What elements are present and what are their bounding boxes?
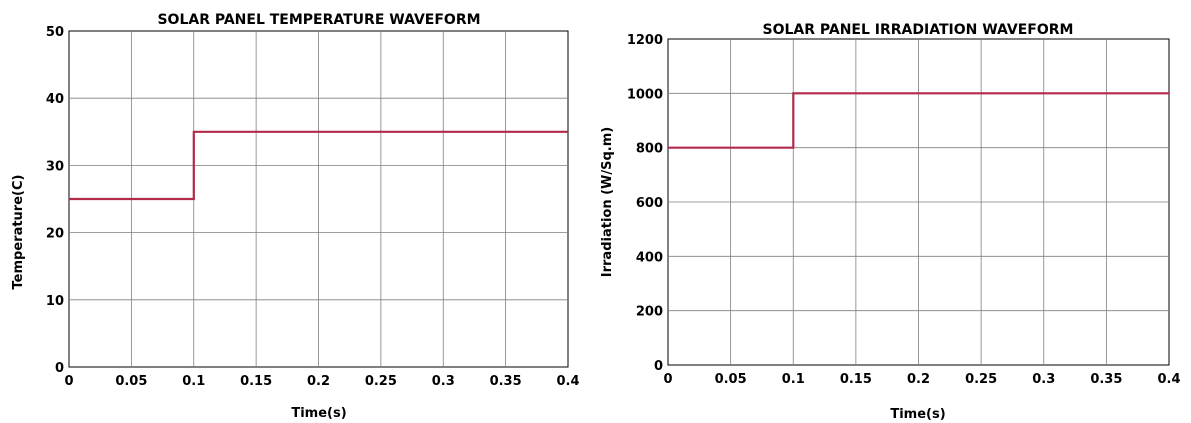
- temperature-x-tick-label: 0.05: [115, 374, 147, 389]
- irradiation-y-tick-label: 800: [636, 142, 663, 157]
- temperature-y-tick-label: 40: [46, 92, 64, 107]
- irradiation-x-tick-label: 0: [663, 372, 672, 387]
- irradiation-chart-title: SOLAR PANEL IRRADIATION WAVEFORM: [763, 22, 1074, 38]
- temperature-series-line: [69, 130, 568, 201]
- temperature-chart: SOLAR PANEL TEMPERATURE WAVEFORM Time(s)…: [11, 12, 580, 421]
- irradiation-x-tick-label: 0.1: [782, 372, 805, 387]
- temperature-x-tick-label: 0.3: [432, 374, 455, 389]
- temperature-y-tick-label: 50: [46, 25, 64, 40]
- irradiation-x-tick-label: 0.05: [715, 372, 747, 387]
- temperature-x-tick-label: 0: [64, 374, 73, 389]
- temperature-y-tick-label: 30: [46, 159, 64, 174]
- temperature-x-axis-label: Time(s): [291, 406, 346, 421]
- temperature-x-tick-label: 0.1: [182, 374, 205, 389]
- irradiation-y-tick-label: 400: [636, 250, 663, 265]
- temperature-chart-title: SOLAR PANEL TEMPERATURE WAVEFORM: [157, 12, 480, 28]
- irradiation-y-tick-label: 1200: [627, 33, 663, 48]
- irradiation-y-tick-label: 0: [654, 359, 663, 374]
- temperature-x-tick-label: 0.2: [307, 374, 330, 389]
- temperature-x-tick-label: 0.4: [556, 374, 579, 389]
- irradiation-x-tick-label: 0.35: [1090, 372, 1122, 387]
- temperature-x-tick-label: 0.25: [365, 374, 397, 389]
- irradiation-series-line: [668, 92, 1169, 149]
- temperature-y-tick-label: 20: [46, 227, 64, 242]
- irradiation-y-tick-label: 600: [636, 196, 663, 211]
- irradiation-y-axis-label: Irradiation (W/Sq.m): [600, 127, 615, 277]
- temperature-x-tick-label: 0.35: [490, 374, 522, 389]
- irradiation-x-tick-label: 0.4: [1157, 372, 1180, 387]
- temperature-y-axis-label: Temperature(C): [11, 175, 26, 290]
- temperature-y-tick-label: 10: [46, 294, 64, 309]
- irradiation-y-tick-label: 1000: [627, 87, 663, 102]
- temperature-y-tick-label: 0: [55, 361, 64, 376]
- irradiation-chart: SOLAR PANEL IRRADIATION WAVEFORM Time(s)…: [600, 22, 1181, 422]
- irradiation-x-tick-label: 0.25: [965, 372, 997, 387]
- irradiation-x-tick-label: 0.3: [1032, 372, 1055, 387]
- temperature-x-tick-label: 0.15: [240, 374, 272, 389]
- irradiation-x-tick-label: 0.15: [840, 372, 872, 387]
- irradiation-y-tick-label: 200: [636, 305, 663, 320]
- irradiation-x-tick-label: 0.2: [907, 372, 930, 387]
- irradiation-x-axis-label: Time(s): [890, 407, 945, 422]
